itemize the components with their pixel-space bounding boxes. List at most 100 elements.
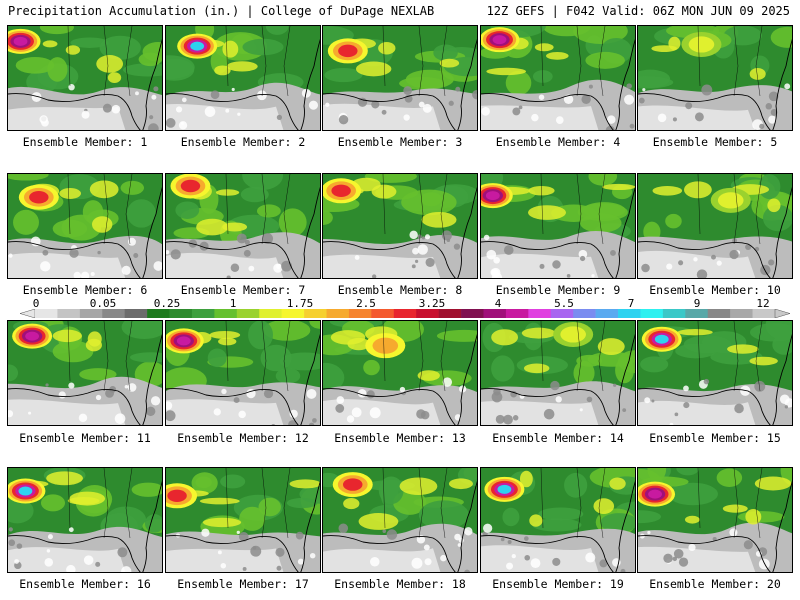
colorbar-right-arrow: [774, 309, 790, 318]
dry-speckle: [66, 564, 76, 572]
gulf-coastline: [638, 388, 771, 425]
precip-patch: [196, 218, 229, 236]
gulf-coastline: [481, 535, 614, 572]
gulf-coastline: [166, 388, 299, 425]
precip-patch: [421, 211, 457, 228]
dry-speckle: [166, 410, 176, 422]
chart-title: Precipitation Accumulation (in.) | Colle…: [8, 4, 435, 18]
dry-speckle: [213, 408, 221, 416]
dry-speckle: [703, 378, 710, 385]
dry-speckle: [371, 274, 377, 278]
precip-maximum: [18, 486, 33, 496]
ensemble-member-label: Ensemble Member: 19: [492, 577, 624, 591]
dry-speckle: [58, 391, 66, 399]
dry-speckle: [581, 94, 591, 105]
atlantic-coastline: [772, 333, 792, 425]
gulf-coastline: [481, 388, 614, 425]
dry-speckle: [507, 540, 512, 545]
precip-patch: [8, 174, 49, 181]
dry-speckle: [153, 86, 159, 92]
dry-speckle: [175, 106, 183, 113]
precip-maximum: [25, 331, 40, 341]
dry-speckle: [45, 383, 49, 387]
atlantic-coastline: [772, 480, 792, 572]
precip-patch: [378, 41, 396, 55]
precip-patch: [256, 204, 281, 218]
dry-speckle: [117, 547, 128, 558]
colorbar-segment: [35, 309, 58, 318]
state-borders: [67, 321, 133, 392]
precip-patch: [260, 344, 292, 372]
atlantic-coastline: [300, 186, 320, 278]
ensemble-member-label: Ensemble Member: 16: [19, 577, 151, 591]
atlantic-coastline: [615, 480, 635, 572]
colorbar-tick-label: 7: [627, 297, 635, 310]
dry-speckle: [8, 539, 16, 547]
ensemble-member-map: [322, 320, 478, 426]
ensemble-member-label: Ensemble Member: 4: [495, 135, 621, 149]
precip-patch: [576, 354, 603, 367]
colorbar-segment: [79, 309, 103, 318]
ensemble-member-label: Ensemble Member: 13: [334, 431, 466, 445]
state-borders: [540, 174, 606, 245]
precip-patch: [600, 513, 635, 533]
colorbar-segment: [685, 309, 709, 318]
state-borders: [697, 468, 763, 539]
dry-speckle: [411, 264, 416, 269]
state-borders: [540, 321, 606, 392]
gulf-coastline: [166, 535, 299, 572]
dry-speckle: [221, 388, 227, 395]
ensemble-member-label: Ensemble Member: 8: [337, 283, 463, 297]
dry-speckle: [90, 271, 95, 277]
precip-patch: [652, 185, 683, 196]
dry-speckle: [14, 559, 20, 564]
ensemble-member-label: Ensemble Member: 1: [22, 135, 148, 149]
precip-patch: [8, 364, 19, 382]
precip-patch: [138, 52, 162, 67]
dry-speckle: [230, 263, 240, 273]
dry-speckle: [145, 406, 156, 417]
precip-maximum: [372, 337, 399, 354]
gulf-coastline: [166, 93, 299, 130]
precip-patch: [638, 76, 674, 89]
precip-maximum: [485, 191, 500, 201]
dry-speckle: [220, 562, 227, 569]
precip-patch: [684, 181, 712, 199]
dry-speckle: [73, 271, 81, 278]
ensemble-member-label: Ensemble Member: 18: [334, 577, 466, 591]
ensemble-member-map: [480, 320, 636, 426]
colorbar-segment: [662, 309, 686, 318]
dry-speckle: [768, 115, 777, 124]
atlantic-coastline: [142, 333, 162, 425]
atlantic-coastline: [772, 38, 792, 130]
dry-speckle: [493, 256, 500, 264]
dry-speckle: [622, 408, 627, 413]
dry-speckle: [170, 249, 181, 260]
precip-patch: [727, 344, 759, 354]
precip-patch: [226, 61, 258, 72]
dry-speckle: [226, 275, 231, 278]
colorbar-tick-label: 0: [32, 297, 40, 310]
precip-patch: [588, 174, 618, 186]
dry-speckle: [629, 123, 635, 129]
dry-speckle: [563, 94, 574, 105]
dry-speckle: [381, 109, 387, 115]
state-borders: [67, 174, 133, 245]
colorbar-segment: [707, 309, 731, 318]
precip-patch: [716, 468, 743, 487]
ensemble-member-map: [7, 467, 163, 573]
dry-speckle: [233, 397, 240, 404]
precip-patch: [750, 323, 792, 342]
dry-speckle: [276, 114, 283, 120]
light-dry-area: [166, 548, 284, 572]
ensemble-member-map: [637, 320, 793, 426]
dry-speckle: [651, 399, 655, 403]
precip-patch: [215, 189, 240, 196]
precip-patch: [70, 37, 109, 48]
precip-patch: [46, 471, 83, 486]
precip-patch: [754, 476, 792, 491]
colorbar-tick-label: 0.05: [89, 297, 117, 310]
dry-speckle: [124, 385, 129, 389]
dry-speckle: [297, 558, 304, 565]
dry-speckle: [585, 552, 596, 563]
